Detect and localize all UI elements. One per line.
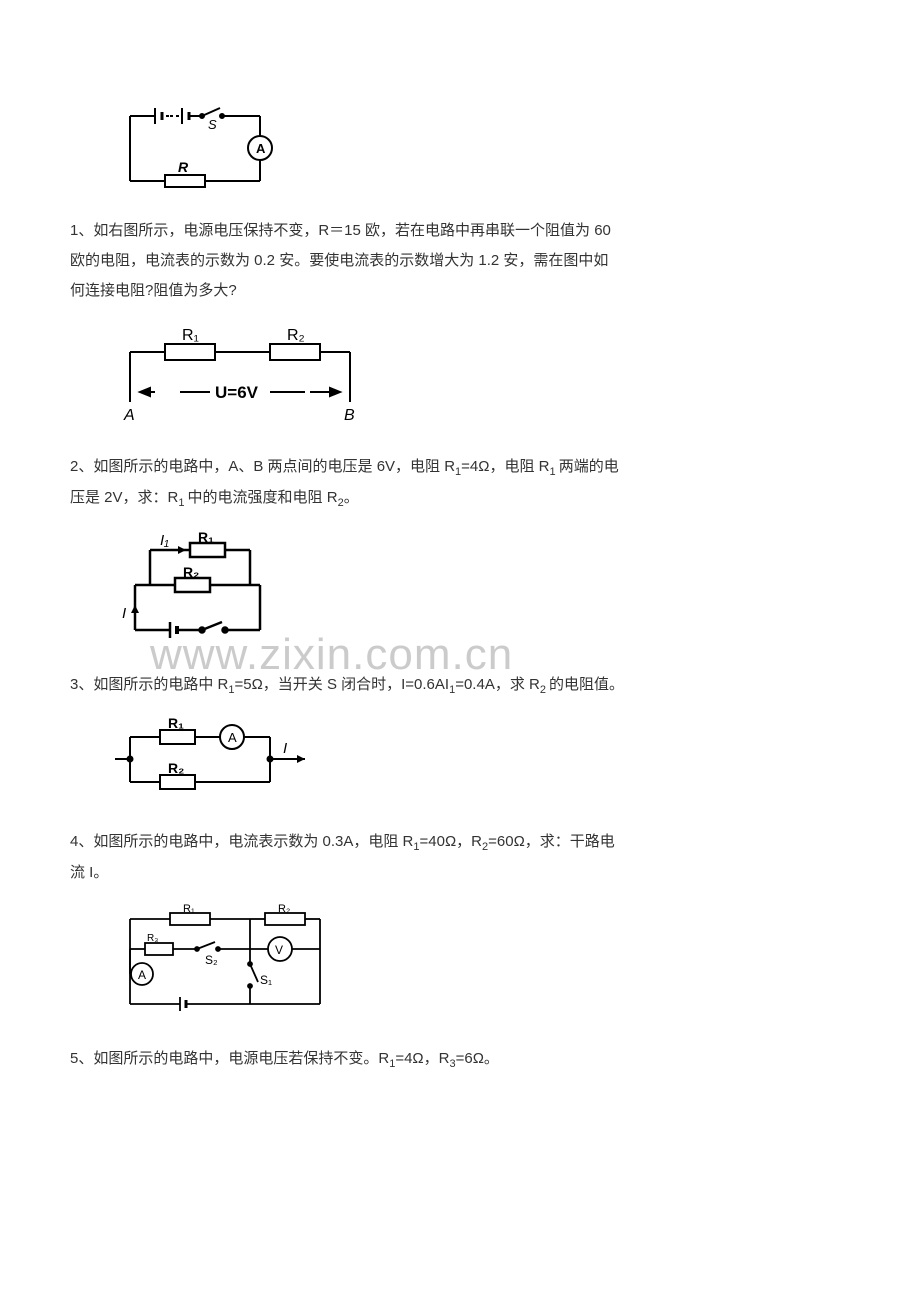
label-u: U=6V	[215, 383, 259, 402]
label-s2: S₂	[205, 953, 218, 967]
p4-b: =40Ω，R	[420, 833, 483, 850]
label-r1: R₁	[182, 327, 199, 344]
p1-line3: 何连接电阻?阻值为多大?	[70, 282, 237, 299]
circuit-1: S A R	[110, 96, 280, 196]
p2-b: =4Ω，电阻 R	[461, 458, 549, 475]
p3-b: =5Ω，当开关 S 闭合时，I=0.6AI	[234, 676, 449, 693]
p2-a: 2、如图所示的电路中，A、B 两点间的电压是 6V，电阻 R	[70, 458, 455, 475]
p4-c: =60Ω，求：干路电	[488, 833, 615, 850]
p2-c: 两端的电	[559, 458, 619, 475]
label-v: V	[275, 943, 283, 957]
p1-line1: 1、如右图所示，电源电压保持不变，R＝15 欧，若在电路中再串联一个阻值为 60	[70, 222, 611, 239]
problem-5: 5、如图所示的电路中，电源电压若保持不变。R1=4Ω，R3=6Ω。	[70, 1044, 850, 1075]
circuit-5: R₁ R₂ R₃ S₂ S₁ V A	[110, 904, 340, 1024]
label-i: I	[283, 740, 287, 757]
figure-5: R₁ R₂ R₃ S₂ S₁ V A	[110, 904, 850, 1024]
p5-a: 5、如图所示的电路中，电源电压若保持不变。R	[70, 1050, 389, 1067]
label-s: S	[208, 117, 217, 132]
label-a: A	[228, 730, 237, 745]
problem-4: 4、如图所示的电路中，电流表示数为 0.3A，电阻 R1=40Ω，R2=60Ω，…	[70, 827, 850, 888]
label-i1: I₁	[160, 532, 169, 549]
circuit-2: R₁ R₂ U=6V A B	[110, 322, 370, 432]
problem-2: 2、如图所示的电路中，A、B 两点间的电压是 6V，电阻 R1=4Ω，电阻 R1…	[70, 452, 850, 514]
label-r: R	[178, 159, 189, 175]
p3-s3: 2	[540, 684, 549, 696]
label-r2: R₂	[183, 564, 199, 580]
p4-a: 4、如图所示的电路中，电流表示数为 0.3A，电阻 R	[70, 833, 413, 850]
label-r2: R₂	[287, 327, 305, 344]
p2-f: 。	[344, 489, 359, 506]
p5-c: =6Ω。	[456, 1050, 499, 1067]
p3-a: 3、如图所示的电路中 R	[70, 676, 228, 693]
label-s1: S₁	[260, 973, 272, 987]
figure-3: I₁ R₁ R₂ I	[110, 530, 850, 650]
p2-sub2: 1	[550, 466, 559, 478]
label-r3: R₃	[147, 933, 158, 944]
label-i: I	[122, 605, 126, 622]
label-r2: R₂	[278, 904, 290, 915]
p4-d: 流 I。	[70, 864, 108, 881]
p2-e: 中的电流强度和电阻 R	[188, 489, 338, 506]
p3-c: =0.4A，求 R	[455, 676, 540, 693]
label-a: A	[138, 968, 146, 982]
figure-1: S A R	[110, 96, 850, 196]
problem-1: 1、如右图所示，电源电压保持不变，R＝15 欧，若在电路中再串联一个阻值为 60…	[70, 216, 850, 306]
label-r1: R₁	[168, 717, 184, 731]
p2-d: 压是 2V，求：R	[70, 489, 178, 506]
figure-4: R₁ R₂ A I	[110, 717, 850, 807]
label-r1: R₁	[183, 904, 195, 915]
label-b: B	[344, 407, 355, 424]
page: www.zixin.com.cn	[0, 0, 920, 1145]
problem-3: 3、如图所示的电路中 R1=5Ω，当开关 S 闭合时，I=0.6AI1=0.4A…	[70, 670, 850, 701]
circuit-4: R₁ R₂ A I	[110, 717, 320, 807]
circuit-3: I₁ R₁ R₂ I	[110, 530, 280, 650]
figure-2: R₁ R₂ U=6V A B	[110, 322, 850, 432]
p5-b: =4Ω，R	[395, 1050, 449, 1067]
label-a: A	[123, 407, 135, 424]
label-a: A	[256, 141, 266, 156]
p1-line2: 欧的电阻，电流表的示数为 0.2 安。要使电流表的示数增大为 1.2 安，需在图…	[70, 252, 608, 269]
p2-sub3: 1	[178, 497, 187, 509]
label-r1: R₁	[198, 530, 214, 545]
p3-d: 的电阻值。	[549, 676, 624, 693]
label-r2: R₂	[168, 760, 184, 776]
